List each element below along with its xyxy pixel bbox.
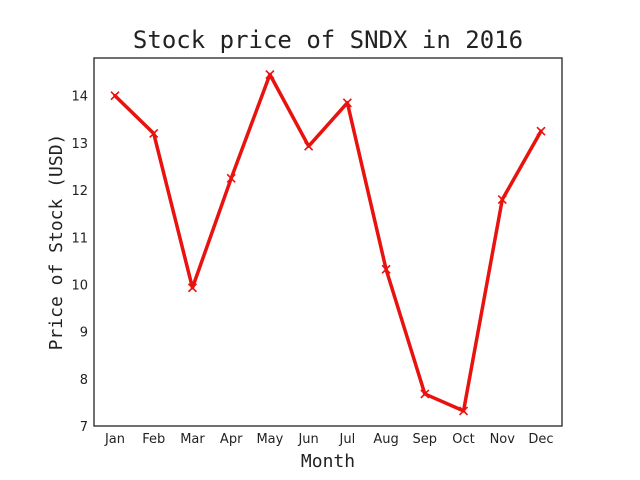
data-point-marker xyxy=(381,264,391,274)
y-tick-label: 13 xyxy=(71,137,88,152)
x-tick-label: Aug xyxy=(373,432,398,447)
x-tick-label: Dec xyxy=(528,432,553,447)
y-tick-label: 8 xyxy=(80,373,88,388)
data-point-marker xyxy=(110,91,120,101)
y-tick-label: 11 xyxy=(71,231,88,246)
x-tick-label: Nov xyxy=(490,432,516,447)
data-point-marker xyxy=(187,283,198,293)
y-tick-label: 7 xyxy=(80,420,88,435)
x-axis-label: Month xyxy=(301,451,355,472)
y-tick-label: 14 xyxy=(71,90,88,105)
chart-title: Stock price of SNDX in 2016 xyxy=(133,26,523,54)
x-tick-label: Mar xyxy=(180,432,205,447)
series-layer xyxy=(110,69,546,416)
data-point-marker xyxy=(265,69,275,80)
x-tick-label: Apr xyxy=(220,432,243,447)
plot-area-frame xyxy=(93,57,563,427)
x-tick-label: Jun xyxy=(297,432,318,447)
data-point-marker xyxy=(458,406,469,416)
x-tick-label: May xyxy=(256,432,283,447)
data-point-marker xyxy=(149,128,159,139)
x-tick-label: Jul xyxy=(339,432,356,447)
x-tick-label: Sep xyxy=(413,432,438,447)
y-axis-ticks: 7 8 9 10 11 12 13 14 xyxy=(71,90,88,435)
y-tick-label: 10 xyxy=(71,278,88,293)
data-point-marker xyxy=(226,173,236,183)
y-tick-label: 9 xyxy=(80,326,88,341)
data-point-marker xyxy=(304,141,314,151)
x-tick-label: Jan xyxy=(104,432,125,447)
series-line xyxy=(113,72,543,413)
x-axis-ticks: Jan Feb Mar Apr May Jun Jul Aug Sep Oct Nov Dec xyxy=(104,432,554,447)
data-point-marker xyxy=(342,98,352,108)
y-axis-label: Price of Stock (USD) xyxy=(46,134,67,351)
y-tick-label: 12 xyxy=(71,184,88,199)
data-point-marker xyxy=(536,126,546,136)
x-tick-label: Feb xyxy=(142,432,165,447)
x-tick-label: Oct xyxy=(452,432,474,447)
data-point-marker xyxy=(420,389,430,399)
data-point-marker xyxy=(497,194,507,205)
